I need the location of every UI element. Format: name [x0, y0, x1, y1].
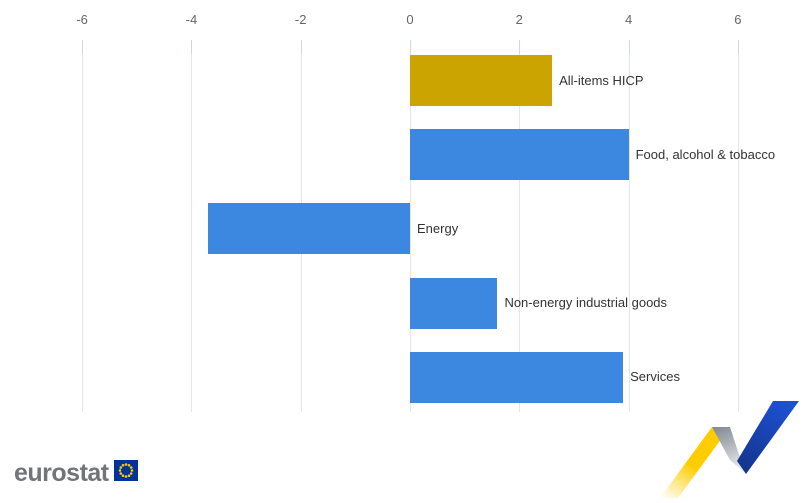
axis-tick-label-6: 6	[734, 12, 742, 27]
axis-tick-label--2: -2	[294, 12, 307, 27]
axis-tick-label--4: -4	[185, 12, 198, 27]
axis-tick--2	[300, 40, 302, 54]
gridline--4	[191, 40, 193, 412]
axis-tick-6	[737, 40, 739, 54]
gridline-4	[628, 40, 630, 412]
category-label-food-alcohol-tobacco: Food, alcohol & tobacco	[635, 146, 776, 162]
axis-tick-label-2: 2	[515, 12, 523, 27]
axis-tick-label-4: 4	[624, 12, 633, 27]
category-label-all-items-hicp: All-items HICP	[559, 72, 644, 88]
axis-tick-label--6: -6	[76, 12, 88, 27]
category-label-services: Services	[630, 369, 680, 385]
category-label-non-energy-industrial-goods: Non-energy industrial goods	[504, 295, 668, 311]
bar-food-alcohol-tobacco[interactable]	[410, 129, 629, 181]
eurostat-ribbon-logo-icon	[650, 398, 802, 503]
eu-flag-icon	[113, 460, 138, 486]
eurostat-brand: eurostat	[14, 460, 138, 486]
gridline-6	[737, 40, 739, 412]
eurostat-wordmark: eurostat	[14, 458, 109, 487]
gridline--6	[82, 40, 84, 412]
axis-tick--4	[191, 40, 193, 54]
bar-all-items-hicp[interactable]	[410, 55, 553, 106]
axis-tick-2	[519, 40, 521, 54]
gridline-2	[519, 40, 521, 412]
axis-tick--6	[82, 40, 84, 54]
axis-tick-label-0: 0	[406, 12, 414, 27]
bar-services[interactable]	[410, 351, 624, 403]
bar-energy[interactable]	[207, 203, 410, 255]
category-label-energy: Energy	[417, 220, 459, 236]
gridline-0	[410, 40, 411, 412]
bar-non-energy-industrial-goods[interactable]	[410, 277, 498, 329]
axis-tick-0	[410, 40, 411, 54]
axis-tick-4	[628, 40, 630, 54]
